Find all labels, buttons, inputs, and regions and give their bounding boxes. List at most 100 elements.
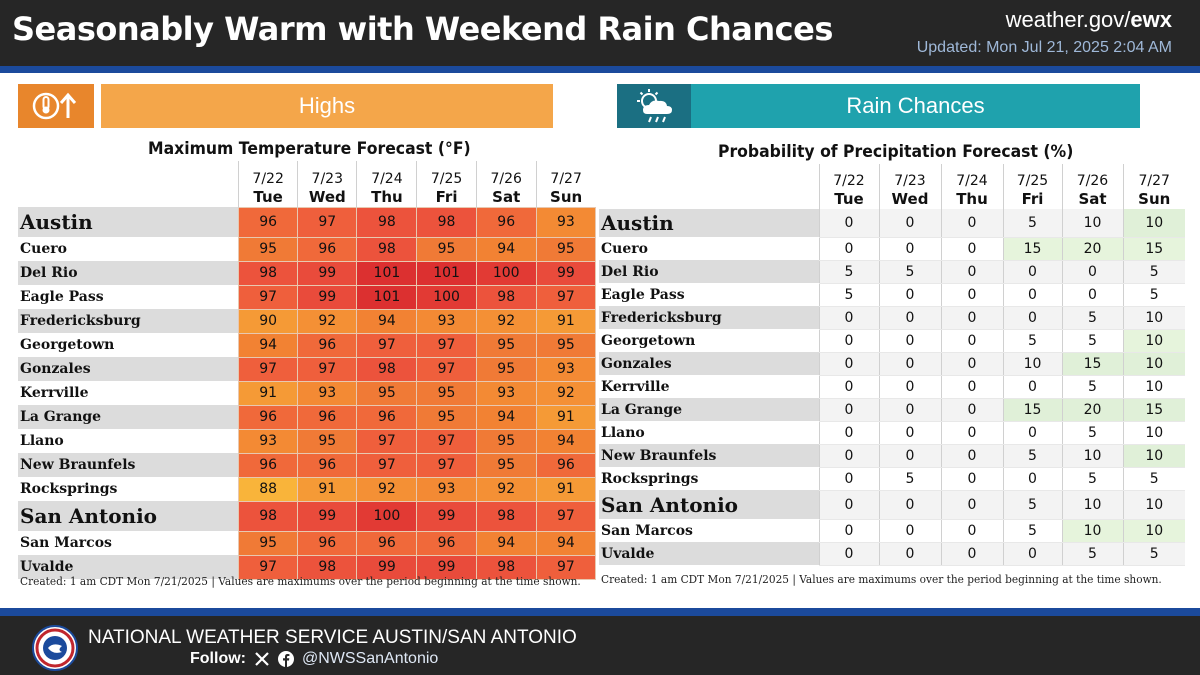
header-bar [0, 0, 1200, 66]
pop-cell: 0 [878, 490, 941, 520]
column-day: Fri [1021, 190, 1044, 208]
pop-cell: 0 [878, 421, 941, 445]
pop-cell: 5 [1122, 542, 1185, 566]
pop-cell: 0 [940, 283, 1003, 307]
temp-cell: 98 [475, 284, 537, 310]
pop-cell: 0 [1002, 283, 1062, 307]
site-link[interactable]: weather.gov/ewx [1006, 7, 1172, 33]
temp-cell: 98 [238, 500, 299, 532]
city-name: New Braunfels [18, 453, 239, 477]
column-day: Wed [308, 187, 346, 206]
highs-table: 7/22 Tue 7/23 Wed 7/24 Thu 7/25 Fri 7/26 Sat 7/27 S… [18, 161, 597, 580]
temp-cell: 93 [297, 380, 358, 406]
table-row: Uvalde 0 0 0 0 5 5 [599, 542, 1185, 566]
rain-table: 7/22 Tue 7/23 Wed 7/24 Thu 7/25 Fri 7/26 Sat 7/27 S… [599, 164, 1185, 566]
temp-cell: 99 [297, 284, 358, 310]
temp-cell: 95 [416, 380, 477, 406]
temp-cell: 98 [238, 260, 299, 286]
pop-cell: 0 [940, 352, 1003, 376]
pop-cell: 0 [940, 375, 1003, 399]
city-name: Fredericksburg [599, 306, 819, 329]
temp-cell: 101 [356, 284, 418, 310]
temp-cell: 99 [297, 500, 358, 532]
pop-cell: 0 [1061, 283, 1123, 307]
temp-cell: 93 [535, 206, 597, 238]
column-day: Thu [371, 187, 403, 206]
temp-cell: 91 [238, 380, 299, 406]
column-header: 7/25 Fri [1002, 164, 1062, 209]
pop-cell: 0 [1002, 260, 1062, 284]
city-name: Fredericksburg [18, 309, 239, 333]
city-name: Del Rio [599, 260, 819, 283]
column-header: 7/26 Sat [1061, 164, 1123, 209]
footer-bar [0, 616, 1200, 675]
highs-footnote: Created: 1 am CDT Mon 7/21/2025 | Values… [20, 575, 581, 588]
table-row: Fredericksburg 0 0 0 0 5 10 [599, 306, 1185, 330]
city-name: Uvalde [18, 555, 239, 579]
temp-cell: 99 [297, 260, 358, 286]
column-header: 7/24 Thu [356, 161, 417, 207]
city-name: San Marcos [20, 535, 112, 551]
temp-cell: 95 [297, 428, 358, 454]
pop-cell: 0 [878, 352, 941, 376]
temp-cell: 98 [475, 500, 537, 532]
temp-cell: 95 [535, 332, 597, 358]
temp-cell: 97 [535, 500, 597, 532]
table-row: New Braunfels 96 96 97 97 95 96 [18, 452, 597, 478]
temp-cell: 97 [416, 356, 477, 382]
facebook-icon[interactable] [277, 651, 294, 667]
city-name: Gonzales [18, 357, 239, 381]
pop-cell: 0 [1061, 260, 1123, 284]
pop-cell: 15 [1002, 237, 1062, 261]
city-name: Llano [20, 433, 64, 449]
temp-cell: 97 [238, 554, 299, 580]
city-name: Eagle Pass [601, 286, 685, 303]
pop-cell: 5 [818, 283, 879, 307]
social-handle[interactable]: @NWSSanAntonio [301, 650, 439, 667]
temp-cell: 93 [416, 308, 477, 334]
pop-cell: 0 [878, 444, 941, 468]
temp-cell: 97 [238, 356, 299, 382]
pop-cell: 0 [818, 352, 879, 376]
nws-logo [32, 625, 78, 671]
pop-cell: 0 [940, 260, 1003, 284]
follow-label: Follow: [190, 650, 246, 667]
pop-cell: 0 [940, 519, 1003, 543]
table-row: Austin 0 0 0 5 10 10 [599, 209, 1185, 238]
temp-cell: 97 [416, 332, 477, 358]
pop-cell: 10 [1122, 444, 1185, 468]
column-header: 7/26 Sat [475, 161, 537, 207]
pop-cell: 0 [940, 209, 1003, 238]
temp-cell: 96 [238, 206, 299, 238]
column-date: 7/23 [311, 170, 343, 187]
temp-cell: 97 [416, 452, 477, 478]
pop-cell: 0 [940, 306, 1003, 330]
table-row: Gonzales 0 0 0 10 15 10 [599, 352, 1185, 376]
temp-cell: 94 [238, 332, 299, 358]
column-date: 7/26 [1076, 173, 1109, 189]
temp-cell: 96 [535, 452, 597, 478]
pop-cell: 0 [940, 398, 1003, 422]
temp-cell: 94 [535, 530, 597, 556]
city-name: Eagle Pass [20, 289, 104, 305]
temp-cell: 96 [297, 404, 358, 430]
temp-cell: 92 [297, 308, 358, 334]
temp-cell: 94 [475, 530, 537, 556]
column-header: 7/23 Wed [878, 164, 941, 209]
rain-banner: Rain Chances [691, 84, 1140, 128]
pop-cell: 20 [1061, 237, 1123, 261]
pop-cell: 0 [878, 283, 941, 307]
table-row: La Grange 0 0 0 15 20 15 [599, 398, 1185, 422]
temp-cell: 98 [475, 554, 537, 580]
column-date: 7/25 [1016, 173, 1049, 189]
temp-cell: 94 [475, 404, 537, 430]
city-name: Austin [18, 207, 239, 237]
temp-cell: 92 [475, 308, 537, 334]
temp-cell: 95 [535, 236, 597, 262]
temp-cell: 94 [356, 308, 418, 334]
column-day: Sun [1138, 190, 1171, 208]
temp-cell: 96 [238, 452, 299, 478]
x-icon[interactable] [254, 651, 270, 667]
temp-cell: 99 [416, 500, 477, 532]
temp-cell: 97 [416, 428, 477, 454]
